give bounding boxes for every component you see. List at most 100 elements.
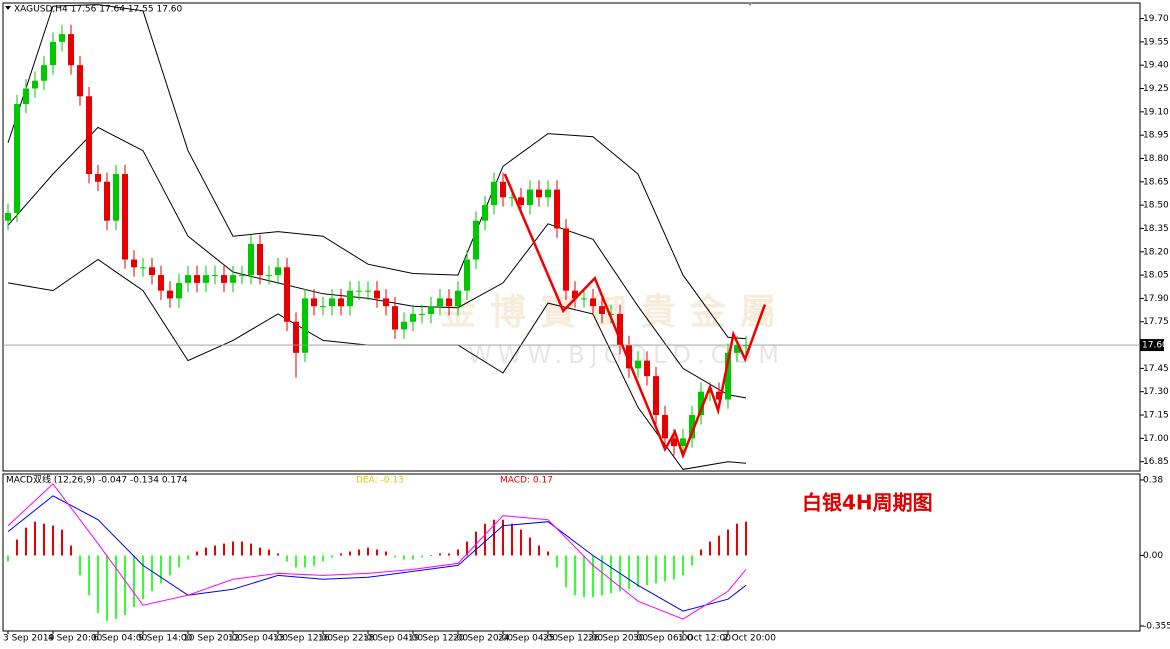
candle-body — [140, 267, 146, 269]
candle-body — [743, 345, 749, 347]
macd-bar — [718, 535, 720, 556]
macd-bar — [610, 555, 612, 594]
candle-body — [194, 275, 200, 283]
candle-body — [14, 104, 20, 213]
y-tick-label: 18.80 — [1143, 154, 1169, 164]
y-tick-label: 19.10 — [1143, 107, 1169, 117]
candle-body — [248, 243, 254, 276]
macd-bar — [520, 529, 522, 556]
macd-bar — [556, 555, 558, 568]
x-tick-label: 19 Sep 12:00 — [408, 634, 468, 644]
macd-bar — [709, 541, 711, 556]
macd-bar — [358, 549, 360, 556]
y-tick-label: 19.25 — [1143, 84, 1169, 94]
macd-bar — [601, 555, 603, 596]
candle-body — [680, 438, 686, 447]
macd-bar — [349, 551, 351, 556]
y-tick-label: 16.85 — [1143, 457, 1169, 467]
x-tick-label: 6 Sep 04:00 — [93, 634, 148, 644]
candle-body — [473, 220, 479, 260]
x-tick-label: 2 Oct 20:00 — [723, 634, 776, 644]
candle-body — [428, 306, 434, 314]
x-tick-label: 1 Oct 12:00 — [678, 634, 731, 644]
candle-body — [410, 313, 416, 322]
macd-bar — [115, 555, 117, 620]
x-tick-label: 13 Sep 12:00 — [273, 634, 333, 644]
candle-body — [266, 275, 272, 277]
macd-bar — [736, 523, 738, 556]
candle-body — [383, 298, 389, 307]
x-tick-label: 18 Sep 04:00 — [363, 634, 423, 644]
macd-bar — [277, 553, 279, 556]
y-tick-label: 17.15 — [1143, 411, 1169, 421]
macd-bar — [700, 549, 702, 556]
x-tick-label: 25 Sep 12:00 — [543, 634, 603, 644]
macd-bar — [583, 555, 585, 598]
x-tick-label: 4 Sep 20:00 — [48, 634, 103, 644]
x-tick-label: 10 Sep 20:00 — [183, 634, 243, 644]
macd-bar — [16, 539, 18, 556]
macd-bar — [178, 555, 180, 568]
x-tick-label: 3 Sep 2019 — [3, 634, 55, 644]
candle-body — [149, 267, 155, 276]
candle-body — [320, 306, 326, 308]
y-tick-label: 18.50 — [1143, 201, 1169, 211]
macd-bar — [304, 555, 306, 568]
band-upper — [7, 4, 747, 340]
macd-bar — [313, 555, 315, 566]
macd-bar — [412, 555, 414, 560]
candle-body — [491, 181, 497, 206]
macd-bar — [169, 555, 171, 576]
macd-bar — [547, 551, 549, 556]
macd-bar — [79, 555, 81, 576]
macd-bar — [187, 555, 189, 560]
zigzag — [503, 173, 767, 460]
candle-body — [338, 298, 344, 307]
candle-body — [293, 321, 299, 353]
y-tick-label: 18.05 — [1143, 271, 1169, 281]
macd-bar — [241, 541, 243, 556]
macd-bar — [655, 555, 657, 584]
candle-body — [500, 181, 506, 198]
macd-bar — [250, 543, 252, 556]
macd-bar — [421, 555, 423, 558]
candle-body — [329, 298, 335, 307]
candle-body — [545, 189, 551, 198]
candle-body — [275, 267, 281, 276]
y-tick-label: 0.38 — [1143, 475, 1163, 485]
macd-line — [7, 495, 747, 612]
y-tick-label: 18.20 — [1143, 247, 1169, 257]
candle-body — [734, 345, 740, 353]
macd-bar — [268, 549, 270, 556]
macd-bar — [151, 555, 153, 592]
candle-body — [95, 174, 101, 182]
candle-body — [437, 298, 443, 307]
candle-body — [554, 189, 560, 229]
dea-label: DEA: -0.13 — [356, 476, 404, 486]
candle-body — [50, 41, 56, 66]
x-tick-label: 9 Sep 14:00 — [138, 634, 193, 644]
candle-body — [104, 181, 110, 221]
candle-body — [581, 298, 587, 300]
y-tick-label: 17.00 — [1143, 434, 1169, 444]
macd-bar — [61, 529, 63, 556]
y-tick-label: 17.75 — [1143, 317, 1169, 327]
candle-body — [509, 197, 515, 199]
macd-bar — [43, 523, 45, 556]
macd-bar — [745, 521, 747, 556]
macd-bar — [367, 547, 369, 556]
x-tick-label: 12 Sep 04:00 — [228, 634, 288, 644]
macd-bar — [439, 553, 441, 556]
candle-body — [221, 275, 227, 283]
candle-body — [257, 243, 263, 276]
scroll-icon — [747, 2, 753, 6]
candle-body — [59, 34, 65, 42]
candle-body — [617, 313, 623, 346]
x-tick-label: 30 Sep 06:00 — [633, 634, 693, 644]
collapse-icon — [5, 6, 11, 10]
candle-body — [86, 96, 92, 175]
candle-body — [365, 290, 371, 292]
candle-body — [311, 298, 317, 307]
candle-body — [572, 290, 578, 299]
x-tick-label: 26 Sep 20:00 — [588, 634, 648, 644]
